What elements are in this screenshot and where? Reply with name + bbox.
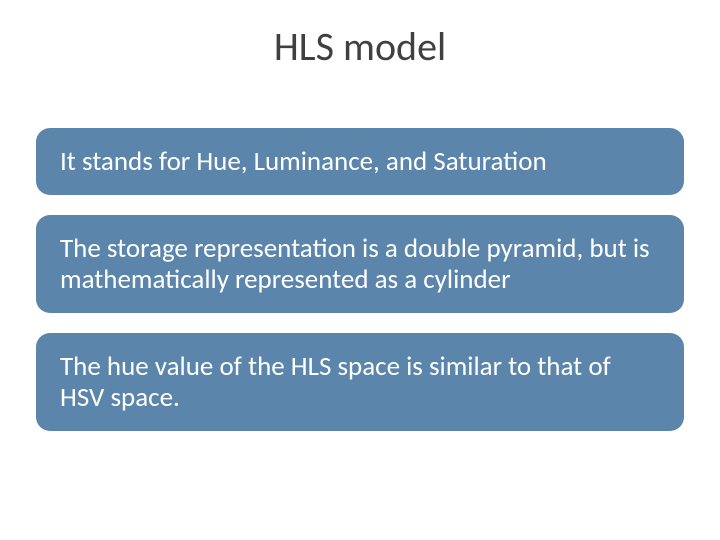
info-block: The hue value of the HLS space is simila…: [36, 333, 684, 431]
block-text: The storage representation is a double p…: [60, 233, 660, 295]
block-text: The hue value of the HLS space is simila…: [60, 351, 660, 413]
block-text: It stands for Hue, Luminance, and Satura…: [60, 146, 547, 177]
info-block: The storage representation is a double p…: [36, 215, 684, 313]
info-block: It stands for Hue, Luminance, and Satura…: [36, 128, 684, 195]
block-list: It stands for Hue, Luminance, and Satura…: [36, 128, 684, 431]
slide-title: HLS model: [0, 22, 720, 71]
slide: HLS model It stands for Hue, Luminance, …: [0, 0, 720, 540]
